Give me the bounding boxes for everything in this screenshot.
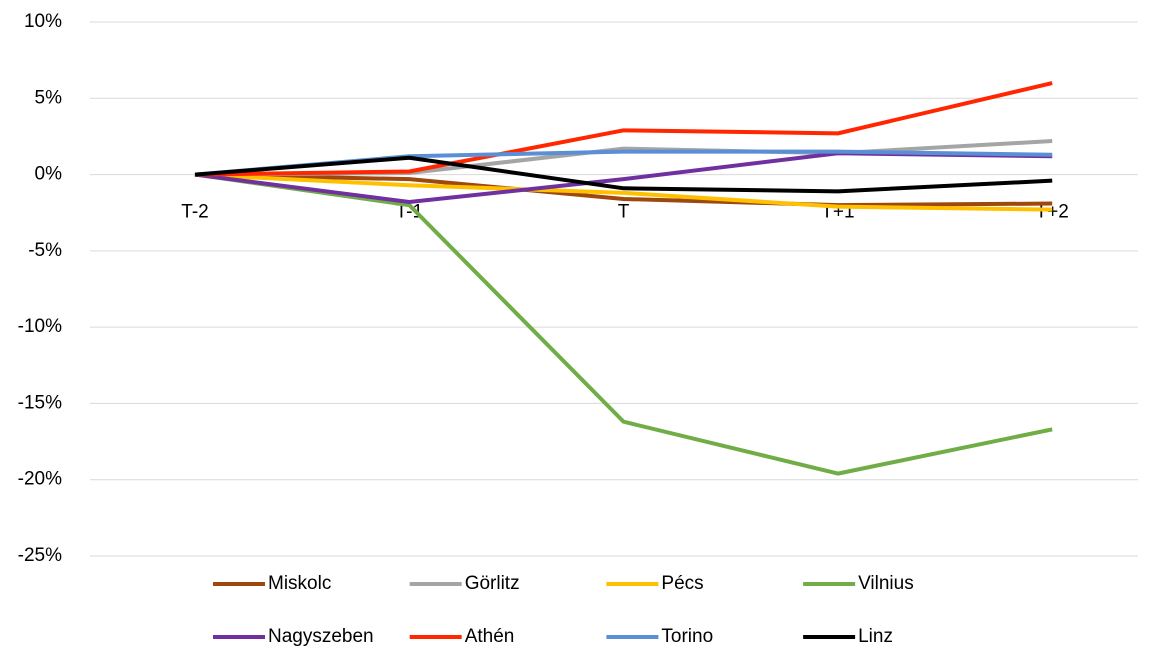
series-line (194, 81, 1053, 177)
x-tick-label: T+2 (1036, 202, 1069, 223)
legend-label: Miskolc (268, 573, 331, 594)
series-line (194, 155, 1053, 194)
x-tick-label: T-2 (181, 202, 208, 223)
y-tick-label: -15% (18, 392, 62, 413)
y-tick-label: 5% (35, 87, 63, 108)
series-line (194, 172, 1053, 208)
y-tick-label: -25% (18, 545, 62, 566)
y-tick-label: -5% (28, 240, 62, 261)
legend-label: Vilnius (858, 573, 914, 594)
legend-label: Görlitz (465, 573, 520, 594)
legend-label: Athén (465, 626, 515, 647)
series-line (194, 139, 1053, 177)
y-tick-label: 10% (24, 11, 62, 32)
series-line (194, 172, 1053, 212)
x-tick-label: T-1 (396, 202, 423, 223)
legend-label: Torino (661, 626, 713, 647)
legend-label: Pécs (661, 573, 703, 594)
y-tick-label: -10% (18, 316, 62, 337)
legend-label: Linz (858, 626, 893, 647)
legend-label: Nagyszeben (268, 626, 374, 647)
x-tick-label: T (618, 202, 630, 223)
y-tick-label: -20% (18, 469, 62, 490)
series-line (194, 172, 1053, 476)
y-tick-label: 0% (35, 164, 63, 185)
